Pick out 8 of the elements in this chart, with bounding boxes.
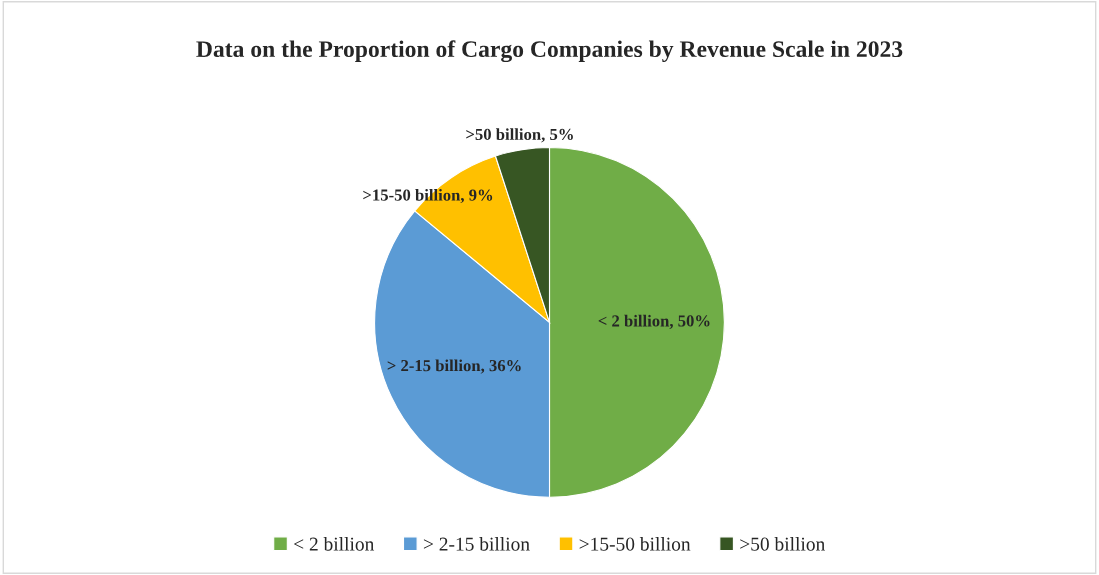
chart-title: Data on the Proportion of Cargo Companies by Revenue Scale in 2023	[196, 40, 903, 63]
legend-label: >50 billion	[740, 536, 825, 551]
legend-label: < 2 billion	[294, 536, 375, 551]
legend-label: >15-50 billion	[579, 536, 691, 551]
data-label: < 2 billion, 50%	[598, 314, 710, 329]
legend-label: > 2-15 billion	[423, 536, 530, 551]
data-label: >50 billion, 5%	[466, 128, 573, 143]
data-label: > 2-15 billion, 36%	[387, 359, 521, 374]
